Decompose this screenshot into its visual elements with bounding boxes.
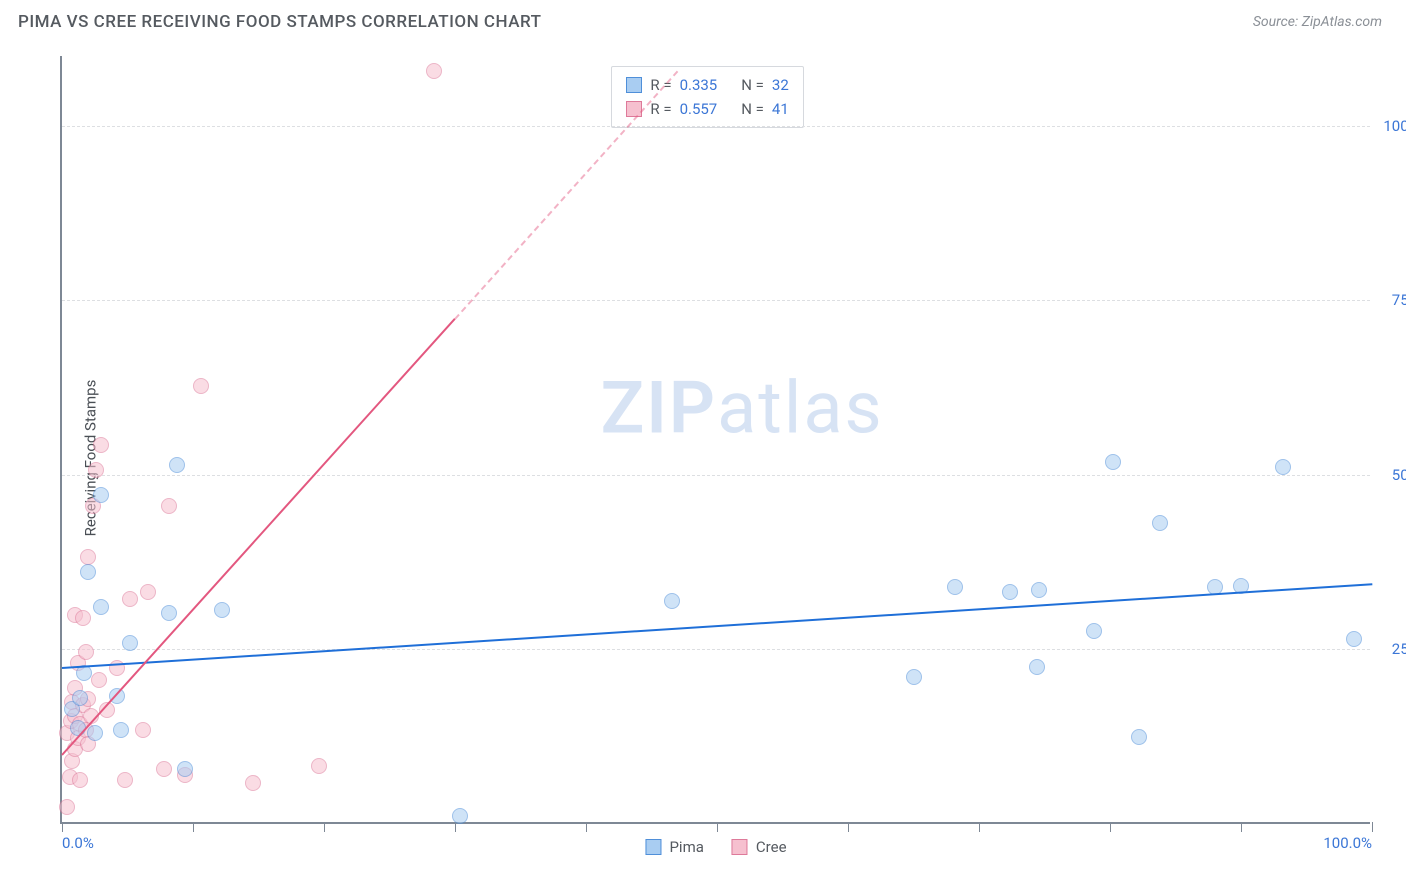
cree-point [88, 462, 104, 478]
cree-point [311, 758, 327, 774]
cree-point [91, 672, 107, 688]
regression-line [454, 70, 678, 319]
pima-point [72, 690, 88, 706]
swatch-pima [645, 839, 661, 855]
correlation-box: R = 0.335 N = 32 R = 0.557 N = 41 [611, 66, 803, 128]
cree-point [161, 498, 177, 514]
chart-container: Receiving Food Stamps ZIPatlas R = 0.335… [18, 48, 1388, 868]
x-tick [586, 822, 587, 832]
pima-point [1152, 515, 1168, 531]
regression-line [61, 318, 455, 756]
pima-point [664, 593, 680, 609]
pima-point [452, 808, 468, 824]
cree-point [140, 584, 156, 600]
plot-area: ZIPatlas R = 0.335 N = 32 R = 0.557 N = … [60, 56, 1370, 824]
cree-point [245, 775, 261, 791]
x-tick-label: 100.0% [1323, 834, 1372, 852]
legend: Pima Cree [645, 838, 786, 856]
gridline [62, 649, 1370, 650]
x-tick [848, 822, 849, 832]
x-tick [1110, 822, 1111, 832]
cree-point [156, 761, 172, 777]
cree-point [93, 437, 109, 453]
pima-n-value: 32 [772, 73, 789, 97]
pima-point [93, 599, 109, 615]
pima-point [169, 457, 185, 473]
corr-row-pima: R = 0.335 N = 32 [626, 73, 788, 97]
cree-point [122, 591, 138, 607]
pima-point [122, 635, 138, 651]
legend-label: Pima [669, 838, 703, 856]
pima-point [906, 669, 922, 685]
gridline [62, 475, 1370, 476]
source-attribution: Source: ZipAtlas.com [1253, 14, 1382, 30]
cree-point [135, 722, 151, 738]
pima-point [214, 602, 230, 618]
watermark-light: atlas [717, 366, 884, 451]
pima-point [1029, 659, 1045, 675]
cree-point [59, 799, 75, 815]
x-tick [324, 822, 325, 832]
x-tick-label: 0.0% [62, 834, 94, 852]
pima-point [80, 564, 96, 580]
cree-point [75, 610, 91, 626]
pima-point [1131, 729, 1147, 745]
pima-point [1105, 454, 1121, 470]
x-tick [1372, 822, 1373, 832]
pima-point [177, 761, 193, 777]
y-tick-label: 100.0% [1383, 117, 1406, 135]
regression-line [62, 583, 1372, 669]
legend-item-pima: Pima [645, 838, 703, 856]
swatch-cree [732, 839, 748, 855]
cree-point [72, 772, 88, 788]
watermark-bold: ZIP [601, 366, 717, 451]
pima-point [1275, 459, 1291, 475]
swatch-pima [626, 77, 642, 93]
cree-n-value: 41 [772, 97, 789, 121]
gridline [62, 300, 1370, 301]
pima-point [161, 605, 177, 621]
y-tick-label: 25.0% [1392, 640, 1406, 658]
cree-point [193, 378, 209, 394]
chart-title: PIMA VS CREE RECEIVING FOOD STAMPS CORRE… [18, 12, 542, 32]
watermark: ZIPatlas [601, 366, 884, 451]
legend-item-cree: Cree [732, 838, 787, 856]
pima-point [1002, 584, 1018, 600]
pima-point [113, 722, 129, 738]
pima-point [1031, 582, 1047, 598]
gridline [62, 126, 1370, 127]
cree-point [80, 549, 96, 565]
x-tick [193, 822, 194, 832]
x-tick [979, 822, 980, 832]
pima-point [93, 487, 109, 503]
y-tick-label: 75.0% [1392, 291, 1406, 309]
cree-point [78, 644, 94, 660]
y-tick-label: 50.0% [1392, 466, 1406, 484]
pima-point [1346, 631, 1362, 647]
cree-r-value: 0.557 [680, 97, 718, 121]
x-tick [1241, 822, 1242, 832]
pima-point [947, 579, 963, 595]
x-tick [62, 822, 63, 832]
pima-point [1086, 623, 1102, 639]
cree-point [426, 63, 442, 79]
x-tick [717, 822, 718, 832]
cree-point [117, 772, 133, 788]
legend-label: Cree [756, 838, 787, 856]
pima-r-value: 0.335 [680, 73, 718, 97]
pima-point [87, 725, 103, 741]
